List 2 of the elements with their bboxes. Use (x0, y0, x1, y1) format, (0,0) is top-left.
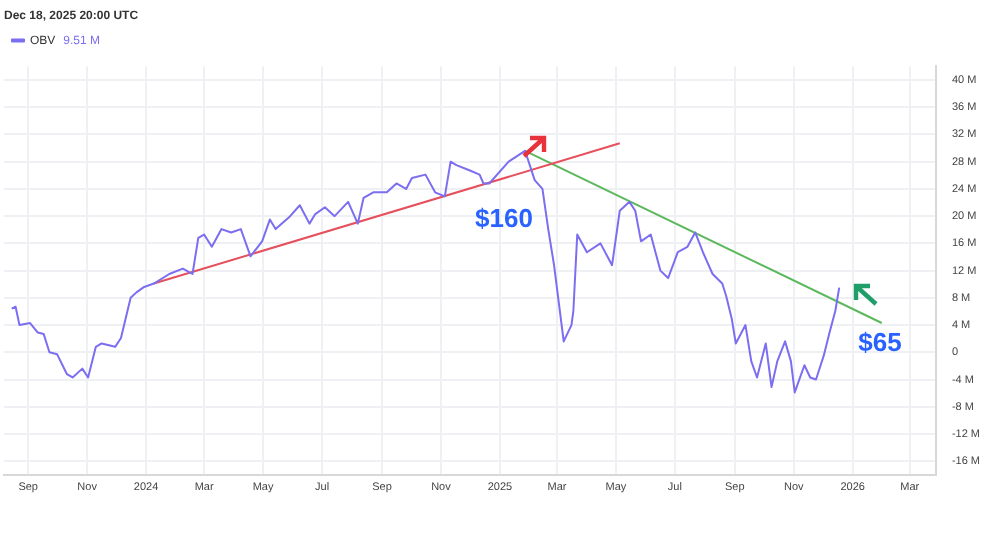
annotation: $160 (475, 203, 533, 234)
annotation: $65 (858, 327, 902, 358)
